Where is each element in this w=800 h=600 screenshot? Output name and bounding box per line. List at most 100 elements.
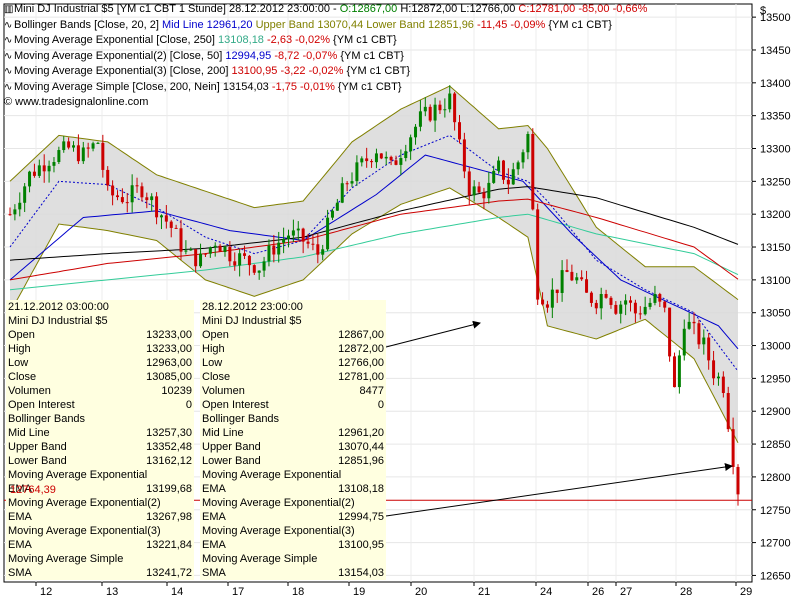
candle-body	[404, 151, 408, 159]
tooltip-value: 13221,84	[146, 539, 192, 551]
candle-body	[184, 250, 188, 252]
tooltip-label: 21.12.2012 03:00:00	[8, 301, 109, 313]
tooltip-row: SMA 13241,72	[6, 566, 194, 580]
candle-body	[506, 179, 510, 185]
candle-body	[624, 300, 628, 305]
candle-body	[423, 106, 427, 112]
tooltip-row: Volumen 10239	[6, 384, 194, 398]
candle-body	[570, 271, 574, 281]
candle-body	[321, 249, 325, 255]
candle-body	[67, 141, 71, 148]
candle-body	[96, 142, 100, 144]
tooltip-label: Moving Average Exponential(2)	[202, 497, 355, 509]
candle-body	[316, 244, 320, 255]
tooltip-label: EMA	[8, 539, 32, 551]
candle-body	[360, 158, 364, 163]
candle-body	[672, 356, 676, 388]
x-tick-label: 14	[171, 586, 183, 598]
tooltip-row: Moving Average Exponential	[6, 468, 194, 482]
candle-body	[57, 150, 61, 163]
candle-body	[589, 292, 593, 303]
candle-body	[350, 181, 354, 184]
candle-body	[145, 197, 149, 201]
tooltip-value: 12872,00	[338, 343, 384, 355]
candle-body	[159, 215, 163, 218]
candle-body	[42, 165, 46, 172]
candle-body	[458, 122, 462, 140]
legend-ema2: ∿ Moving Average Exponential(2) [Close, 5…	[4, 49, 647, 65]
tooltip-value: 13108,18	[338, 483, 384, 495]
candle-body	[199, 253, 203, 267]
candle-body	[736, 466, 740, 495]
candle-body	[565, 270, 569, 272]
tooltip-label: Open	[8, 329, 35, 341]
candle-body	[238, 253, 242, 266]
candle-body	[399, 158, 403, 165]
tooltip-label: Mini DJ Industrial $5	[202, 315, 302, 327]
candle-body	[545, 304, 549, 308]
tooltip-row: Open 13233,00	[6, 328, 194, 342]
legend-ema1: ∿ Moving Average Exponential [Close, 250]…	[4, 33, 647, 49]
tooltip-row: Upper Band 13070,44	[200, 440, 386, 454]
y-tick-label: 13350	[760, 111, 791, 123]
candle-body	[311, 243, 315, 245]
tooltip-row: Open 12867,00	[200, 328, 386, 342]
x-tick-label: 24	[540, 586, 552, 598]
tooltip-right: 28.12.2012 23:00:00 Mini DJ Industrial $5…	[200, 300, 386, 580]
tooltip-label: Moving Average Exponential	[8, 469, 148, 481]
candle-body	[531, 133, 535, 210]
candle-body	[511, 169, 515, 185]
candle-body	[213, 245, 217, 248]
tooltip-row: Open Interest 0	[6, 398, 194, 412]
tooltip-row: Open Interest 0	[200, 398, 386, 412]
y-tick-label: 13200	[760, 209, 791, 221]
legend-ema3: ∿ Moving Average Exponential(3) [Close, 2…	[4, 64, 647, 80]
tooltip-label: Mini DJ Industrial $5	[8, 315, 108, 327]
tooltip-row: Close 12781,00	[200, 370, 386, 384]
x-tick-label: 18	[292, 586, 304, 598]
candle-body	[86, 147, 90, 149]
y-tick-label: 13100	[760, 275, 791, 287]
tooltip-label: Open Interest	[202, 399, 269, 411]
tooltip-value: 13199,68	[146, 483, 192, 495]
bollinger-upper-band	[9, 85, 739, 300]
tooltip-row: Upper Band 13352,48	[6, 440, 194, 454]
candle-body	[712, 360, 716, 379]
ema-200-line	[9, 198, 739, 281]
tooltip-row: Mid Line 12961,20	[200, 426, 386, 440]
legend-bollinger: ∿ Bollinger Bands [Close, 20, 2] Mid Line…	[4, 18, 647, 34]
candle-body	[726, 393, 730, 430]
candle-body	[365, 158, 369, 162]
tooltip-label: Bollinger Bands	[202, 413, 280, 425]
candle-body	[614, 304, 618, 314]
x-tick-label: 13	[106, 586, 118, 598]
tooltip-value: 13070,44	[338, 441, 384, 453]
candle-body	[477, 186, 481, 193]
candle-body	[81, 147, 85, 162]
candle-body	[418, 111, 422, 127]
candle-body	[164, 215, 168, 222]
candle-body	[580, 277, 584, 280]
candle-body	[575, 277, 579, 281]
candle-body	[52, 162, 56, 166]
tooltip-label: SMA	[8, 567, 32, 579]
tooltip-row: EMA 12994,75	[200, 510, 386, 524]
tooltip-row: Moving Average Exponential(3)	[200, 524, 386, 538]
candle-body	[521, 152, 525, 163]
candle-body	[174, 227, 178, 229]
ema-250-line	[9, 213, 739, 291]
candle-body	[340, 183, 344, 203]
legend: ▥Mini DJ Industrial $5 [YM c1 CBT 1 Stun…	[4, 2, 647, 111]
legend-sma: ∿ Moving Average Simple [Close, 200, Nein…	[4, 80, 647, 96]
bollinger-band-fill	[10, 86, 738, 443]
tooltip-label: High	[202, 343, 225, 355]
x-tick-label: 12	[40, 586, 52, 598]
tooltip-value: 13257,30	[146, 427, 192, 439]
candle-body	[716, 376, 720, 379]
candle-body	[487, 182, 491, 199]
candle-body	[291, 230, 295, 236]
candle-body	[91, 143, 95, 149]
tooltip-value: 12851,96	[338, 455, 384, 467]
candle-body	[130, 185, 134, 203]
candle-body	[629, 300, 633, 303]
